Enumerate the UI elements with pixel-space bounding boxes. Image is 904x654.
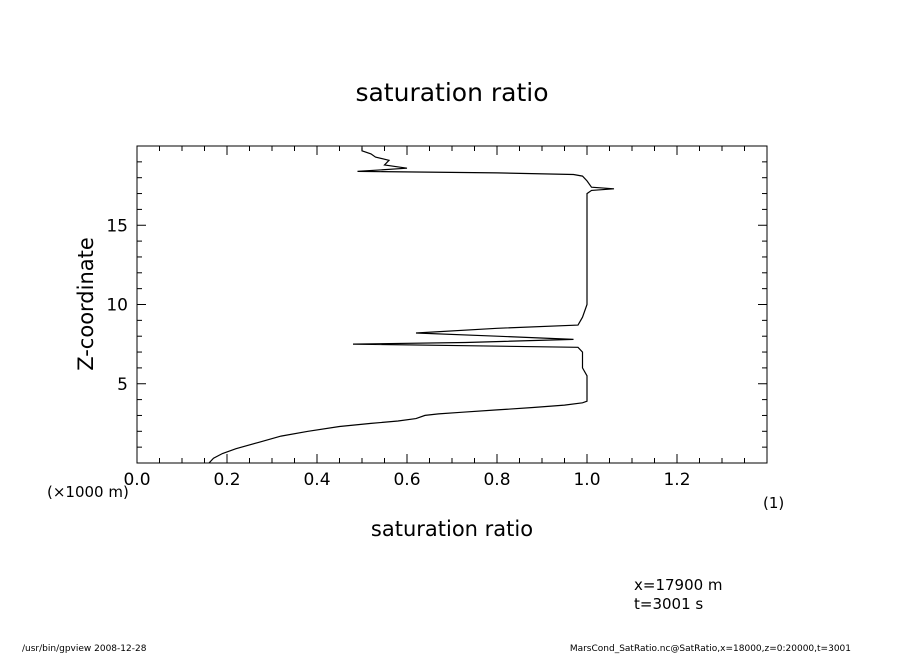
x-tick-label: 0.0 — [123, 470, 150, 490]
x-axis-label: saturation ratio — [371, 517, 533, 541]
x-tick-label: 1.0 — [573, 470, 600, 490]
info-time: t=3001 s — [634, 595, 703, 613]
x-tick-label: 0.8 — [483, 470, 510, 490]
y-unit-label: (×1000 m) — [47, 483, 129, 501]
x-tick-label: 0.4 — [303, 470, 330, 490]
footer-right: MarsCond_SatRatio.nc@SatRatio,x=18000,z=… — [570, 644, 851, 654]
x-tick-label: 0.2 — [213, 470, 240, 490]
footer-left: /usr/bin/gpview 2008-12-28 — [22, 644, 147, 654]
x-tick-labels: 0.0 0.2 0.4 0.6 0.8 1.0 1.2 — [123, 470, 690, 490]
x-tick-label: 1.2 — [663, 470, 690, 490]
axis-ticks — [136, 145, 768, 464]
chart-title: saturation ratio — [355, 78, 548, 107]
x-tick-label: 0.6 — [393, 470, 420, 490]
y-tick-label: 10 — [106, 296, 128, 316]
x-unit-label: (1) — [763, 494, 784, 512]
y-tick-labels: 5 10 15 — [106, 216, 128, 395]
y-tick-label: 15 — [106, 216, 128, 236]
y-axis-label: Z-coordinate — [74, 237, 98, 371]
plot-frame — [136, 145, 768, 464]
series-line — [208, 147, 615, 464]
info-position: x=17900 m — [634, 576, 723, 594]
y-tick-label: 5 — [117, 375, 128, 395]
